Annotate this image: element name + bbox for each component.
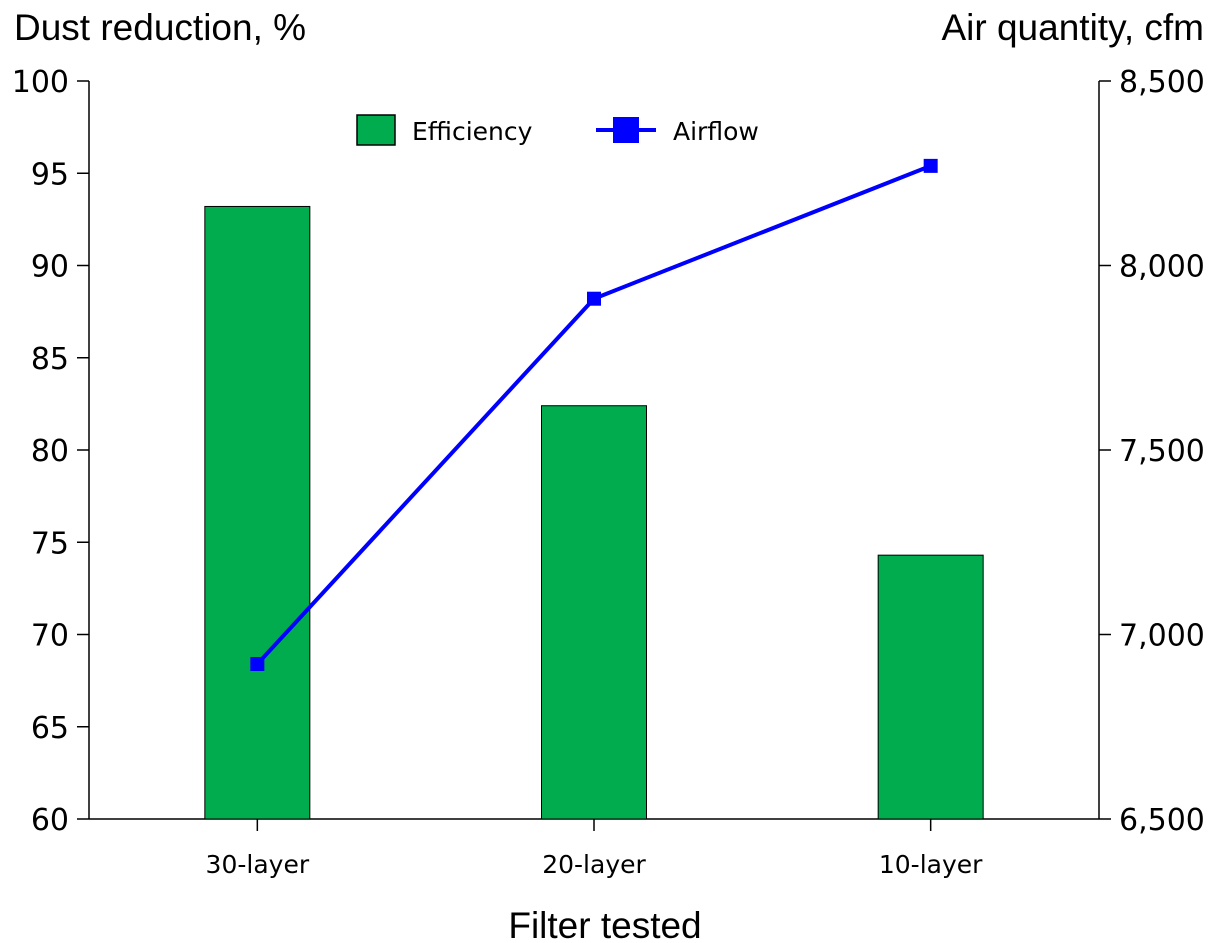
airflow-marker-30-layer <box>250 657 265 672</box>
left-tick-label: 95 <box>31 157 69 192</box>
left-tick-label: 75 <box>31 526 69 561</box>
x-axis-ticks: 30-layer 20-layer 10-layer <box>206 819 983 879</box>
left-axis-ticks: 60 65 70 75 80 85 90 95 100 <box>12 65 89 838</box>
right-tick-label: 8,000 <box>1119 250 1205 285</box>
left-tick-label: 60 <box>31 803 69 838</box>
left-tick-label: 100 <box>12 65 69 100</box>
legend-label-airflow: Airflow <box>673 117 759 146</box>
left-axis-title: Dust reduction, % <box>14 7 306 48</box>
right-axis-ticks: 6,500 7,000 7,500 8,000 8,500 <box>1099 65 1205 838</box>
airflow-marker-10-layer <box>923 158 938 173</box>
left-tick-label: 90 <box>31 250 69 285</box>
right-tick-label: 7,000 <box>1119 619 1205 654</box>
legend: Efficiency Airflow <box>356 114 759 146</box>
bar-efficiency-20-layer <box>541 405 647 820</box>
x-tick-label: 30-layer <box>206 850 310 879</box>
x-axis-title: Filter tested <box>508 905 701 943</box>
legend-swatch-efficiency <box>356 114 396 146</box>
right-tick-label: 6,500 <box>1119 803 1205 838</box>
right-axis-title: Air quantity, cfm <box>941 7 1204 48</box>
left-tick-label: 85 <box>31 342 69 377</box>
left-tick-label: 80 <box>31 434 69 469</box>
airflow-marker-20-layer <box>587 291 601 306</box>
x-tick-label: 10-layer <box>879 850 983 879</box>
right-tick-label: 8,500 <box>1119 65 1205 100</box>
left-tick-label: 65 <box>31 711 69 746</box>
right-tick-label: 7,500 <box>1119 434 1205 469</box>
x-tick-label: 20-layer <box>542 850 646 879</box>
legend-swatch-airflow-marker <box>613 117 639 143</box>
left-tick-label: 70 <box>31 619 69 654</box>
bar-efficiency-30-layer <box>204 205 311 820</box>
line-series <box>250 158 938 672</box>
legend-label-efficiency: Efficiency <box>412 117 533 146</box>
bar-efficiency-10-layer <box>877 554 984 820</box>
bar-series <box>204 205 984 820</box>
